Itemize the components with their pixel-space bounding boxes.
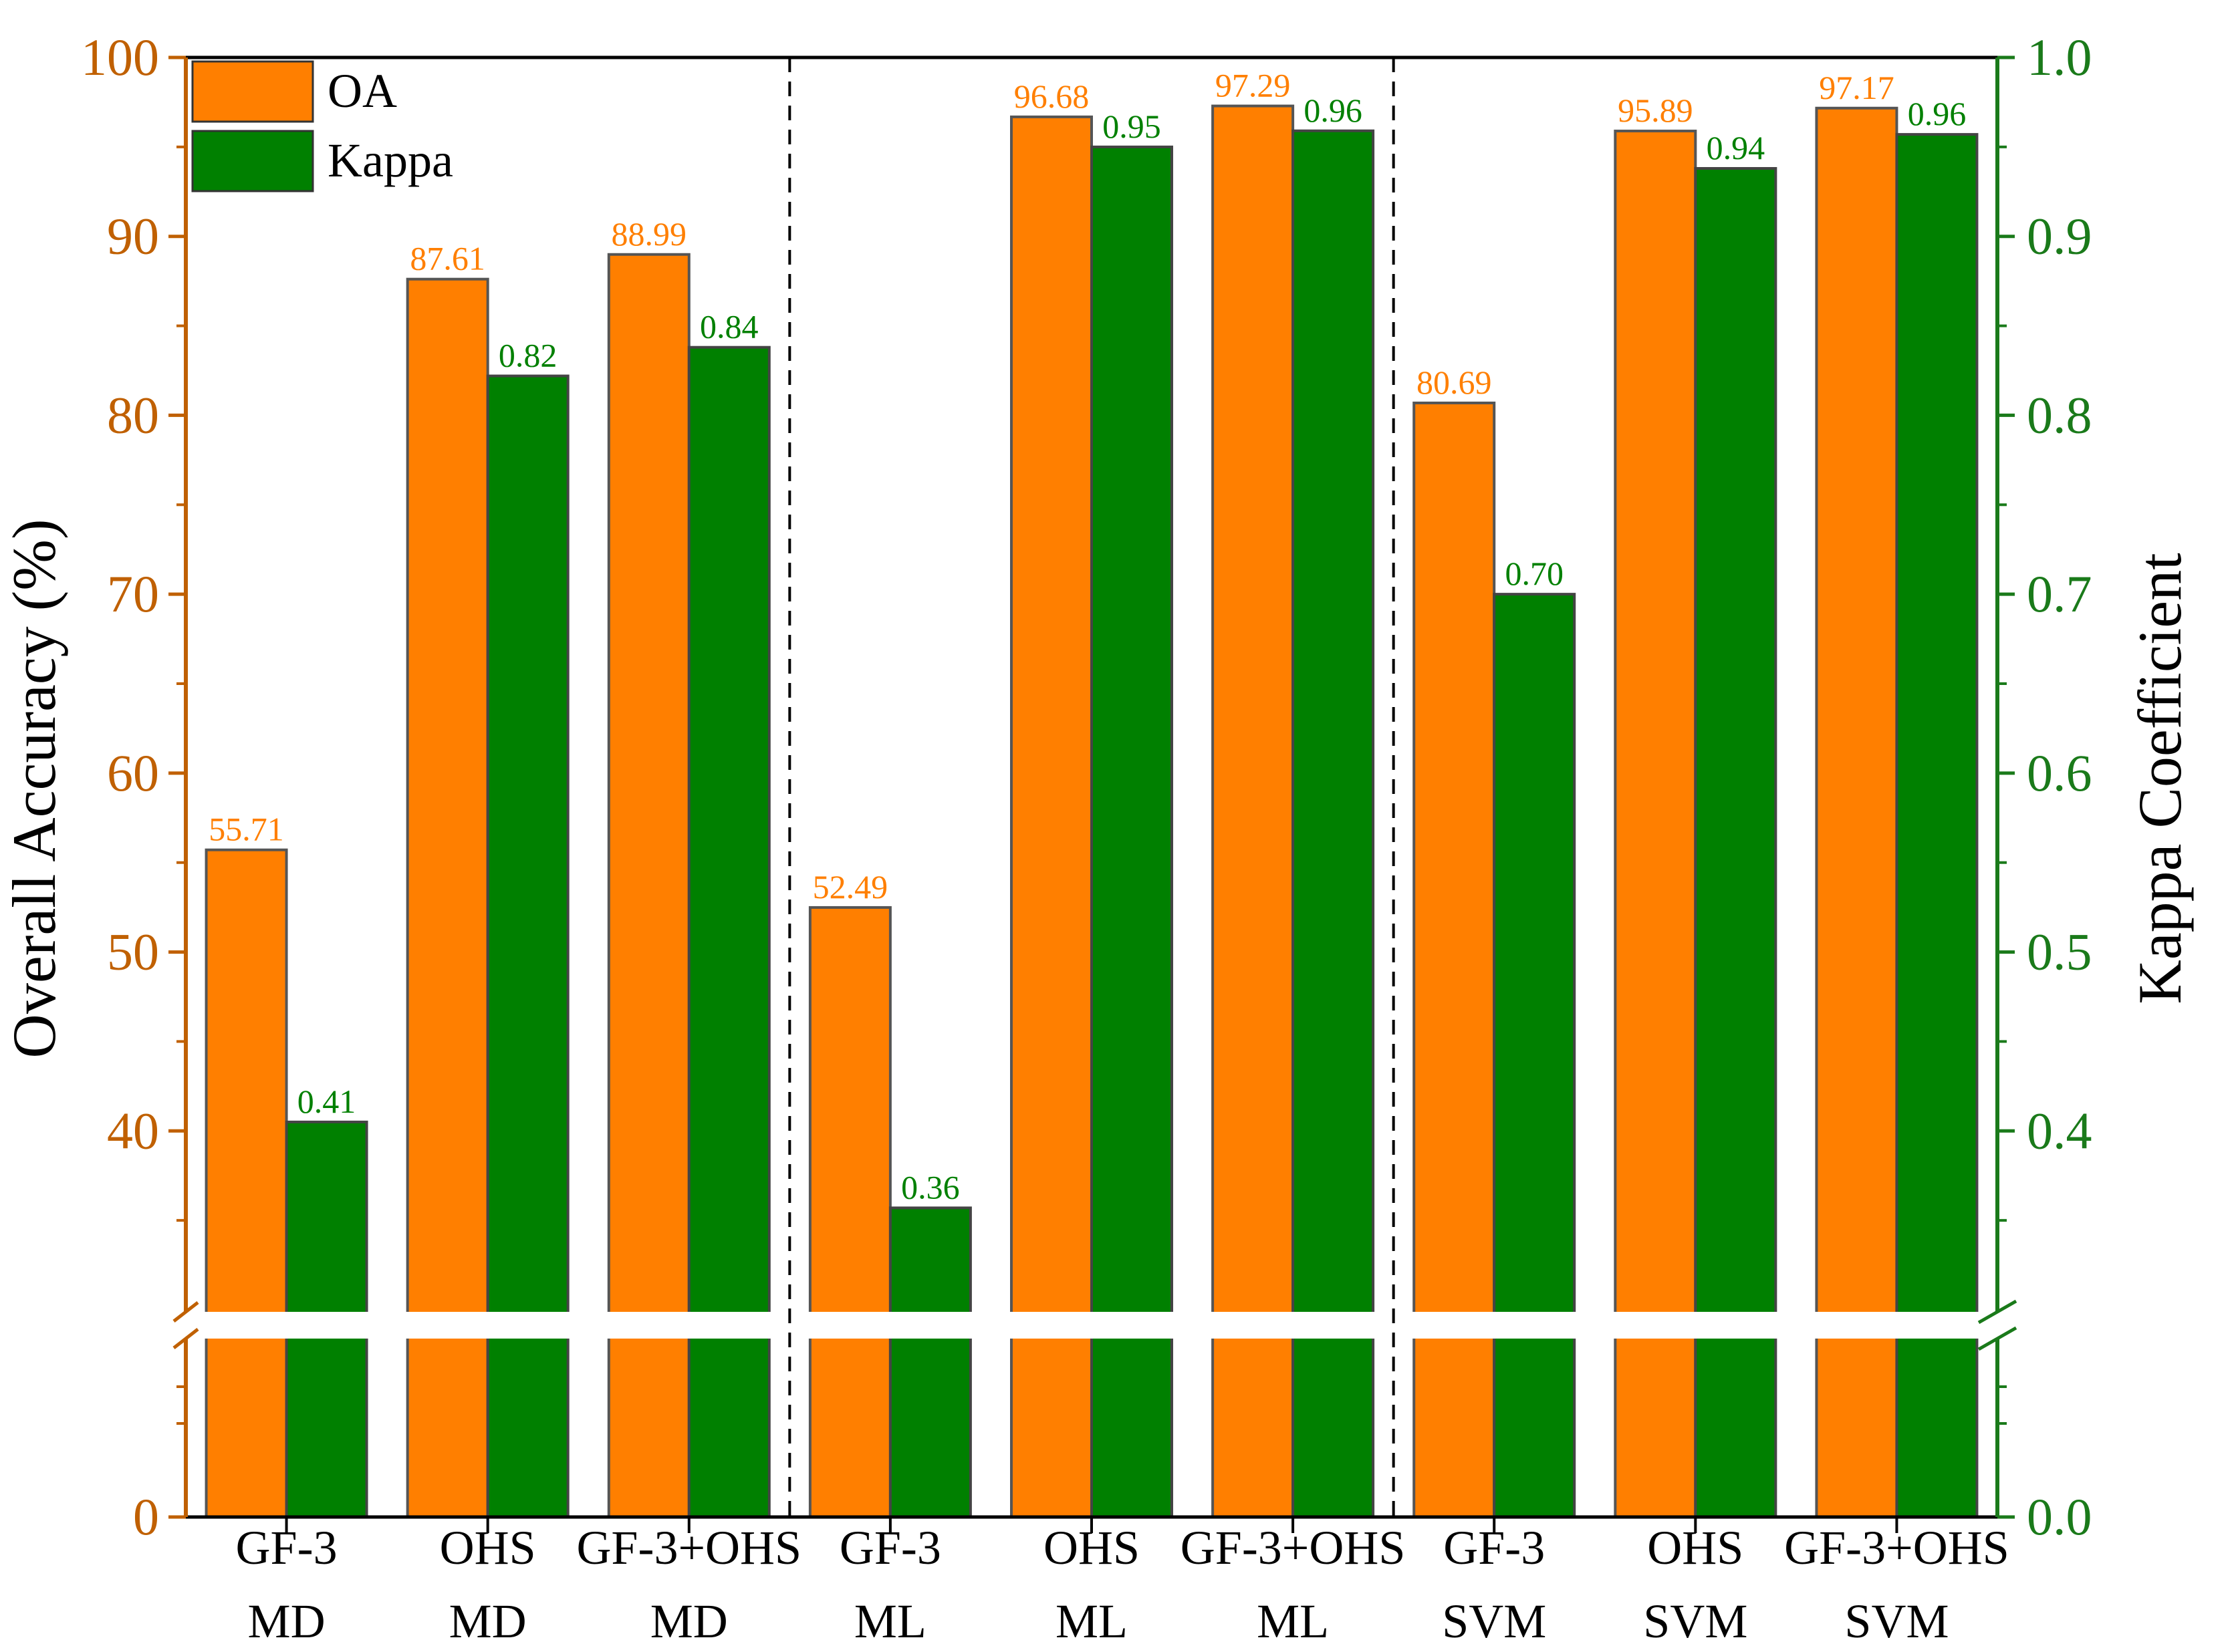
y-axis-right-break-mark-2 bbox=[1977, 1326, 2017, 1351]
y-left-tick-label-40: 40 bbox=[107, 1101, 159, 1159]
legend-swatch-oa bbox=[191, 60, 314, 123]
y-axis-left-break-mark-2 bbox=[172, 1328, 199, 1349]
data-label-oa-9: 97.17 bbox=[1819, 69, 1894, 106]
x-tick-label-8-classifier: SVM bbox=[1643, 1595, 1747, 1648]
y-axis-left-break-mark-1 bbox=[172, 1301, 199, 1323]
bar-oa-3 bbox=[607, 253, 691, 1518]
bar-oa-2 bbox=[406, 277, 489, 1518]
bar-kappa-9 bbox=[1895, 133, 1979, 1518]
data-label-kappa-7: 0.70 bbox=[1505, 555, 1564, 592]
legend-label-oa: OA bbox=[328, 64, 397, 118]
data-label-kappa-4: 0.36 bbox=[901, 1168, 960, 1206]
y-right-tick-label-0: 0.0 bbox=[2027, 1488, 2092, 1546]
data-label-oa-4: 52.49 bbox=[813, 868, 888, 906]
y-left-tick-label-100: 100 bbox=[81, 28, 159, 86]
y-left-tick-label-50: 50 bbox=[107, 923, 159, 981]
y-axis-right-break-mark-1 bbox=[1977, 1299, 2017, 1325]
y-axis-title-left: Overall Accuracy (%) bbox=[0, 519, 68, 1058]
bar-kappa-8 bbox=[1694, 166, 1777, 1518]
y-left-tick-label-70: 70 bbox=[107, 565, 159, 623]
bar-kappa-6 bbox=[1291, 129, 1375, 1518]
x-tick-label-2-classifier: MD bbox=[449, 1595, 527, 1648]
y-right-tick-label-7: 1.0 bbox=[2027, 28, 2092, 86]
bar-kappa-4 bbox=[888, 1206, 972, 1518]
y-right-tick-label-1: 0.4 bbox=[2027, 1101, 2092, 1159]
bar-kappa-7 bbox=[1493, 593, 1576, 1519]
data-labels-layer: 55.71 0.41 87.61 0.82 88.99 0.84 52.49 0.36 96.6… bbox=[209, 67, 1966, 1206]
y-left-tick-label-60: 60 bbox=[107, 744, 159, 802]
data-label-oa-1: 55.71 bbox=[209, 811, 284, 848]
bar-oa-6 bbox=[1211, 104, 1295, 1519]
bar-oa-7 bbox=[1412, 401, 1496, 1518]
x-tick-label-4-classifier: ML bbox=[854, 1595, 926, 1648]
y-right-tick-label-4: 0.7 bbox=[2027, 565, 2092, 623]
x-tick-label-3-classifier: MD bbox=[650, 1595, 728, 1648]
x-tick-label-1-classifier: MD bbox=[248, 1595, 326, 1648]
data-label-oa-5: 96.68 bbox=[1014, 78, 1090, 115]
bar-oa-1 bbox=[205, 848, 288, 1518]
data-label-kappa-3: 0.84 bbox=[700, 308, 759, 346]
bar-oa-9 bbox=[1815, 106, 1898, 1518]
data-label-oa-6: 97.29 bbox=[1215, 67, 1291, 104]
data-label-oa-7: 80.69 bbox=[1416, 364, 1492, 401]
data-label-kappa-6: 0.96 bbox=[1304, 92, 1362, 129]
y-left-tick-label-90: 90 bbox=[107, 207, 159, 265]
bar-kappa-3 bbox=[687, 346, 771, 1518]
bar-oa-4 bbox=[808, 906, 892, 1518]
y-left-tick-label-0: 0 bbox=[133, 1488, 159, 1546]
bar-oa-5 bbox=[1010, 115, 1093, 1519]
data-label-kappa-2: 0.82 bbox=[499, 337, 558, 374]
y-right-tick-label-6: 0.9 bbox=[2027, 207, 2092, 265]
y-right-tick-label-5: 0.8 bbox=[2027, 386, 2092, 444]
data-label-oa-8: 95.89 bbox=[1618, 92, 1693, 129]
data-label-oa-2: 87.61 bbox=[410, 240, 485, 277]
bar-oa-8 bbox=[1614, 130, 1697, 1519]
x-tick-label-9-classifier: SVM bbox=[1844, 1595, 1949, 1648]
data-label-kappa-5: 0.95 bbox=[1102, 108, 1161, 145]
legend-swatch-kappa bbox=[191, 130, 314, 192]
x-tick-label-7-classifier: SVM bbox=[1442, 1595, 1546, 1648]
x-tick-label-5-classifier: ML bbox=[1056, 1595, 1128, 1648]
x-tick-label-6-classifier: ML bbox=[1257, 1595, 1329, 1648]
y-right-tick-label-2: 0.5 bbox=[2027, 923, 2092, 981]
axis-break-gap bbox=[166, 1312, 2017, 1339]
y-axis-title-right: Kappa Coefficient bbox=[2126, 553, 2194, 1004]
bars-layer bbox=[205, 104, 1979, 1519]
data-label-kappa-8: 0.94 bbox=[1707, 129, 1765, 166]
legend: OA Kappa bbox=[191, 60, 453, 192]
bar-kappa-5 bbox=[1090, 145, 1173, 1518]
data-label-kappa-1: 0.41 bbox=[297, 1083, 356, 1120]
bar-kappa-2 bbox=[486, 374, 570, 1519]
data-label-kappa-9: 0.96 bbox=[1908, 95, 1967, 132]
legend-label-kappa: Kappa bbox=[328, 134, 453, 187]
y-right-tick-label-3: 0.6 bbox=[2027, 744, 2092, 802]
data-label-oa-3: 88.99 bbox=[612, 215, 687, 253]
y-left-tick-label-80: 80 bbox=[107, 386, 159, 444]
axes-layer: GF-3MDOHSMDGF-3+OHSMDGF-3MLOHSMLGF-3+OHS… bbox=[81, 28, 2092, 1648]
